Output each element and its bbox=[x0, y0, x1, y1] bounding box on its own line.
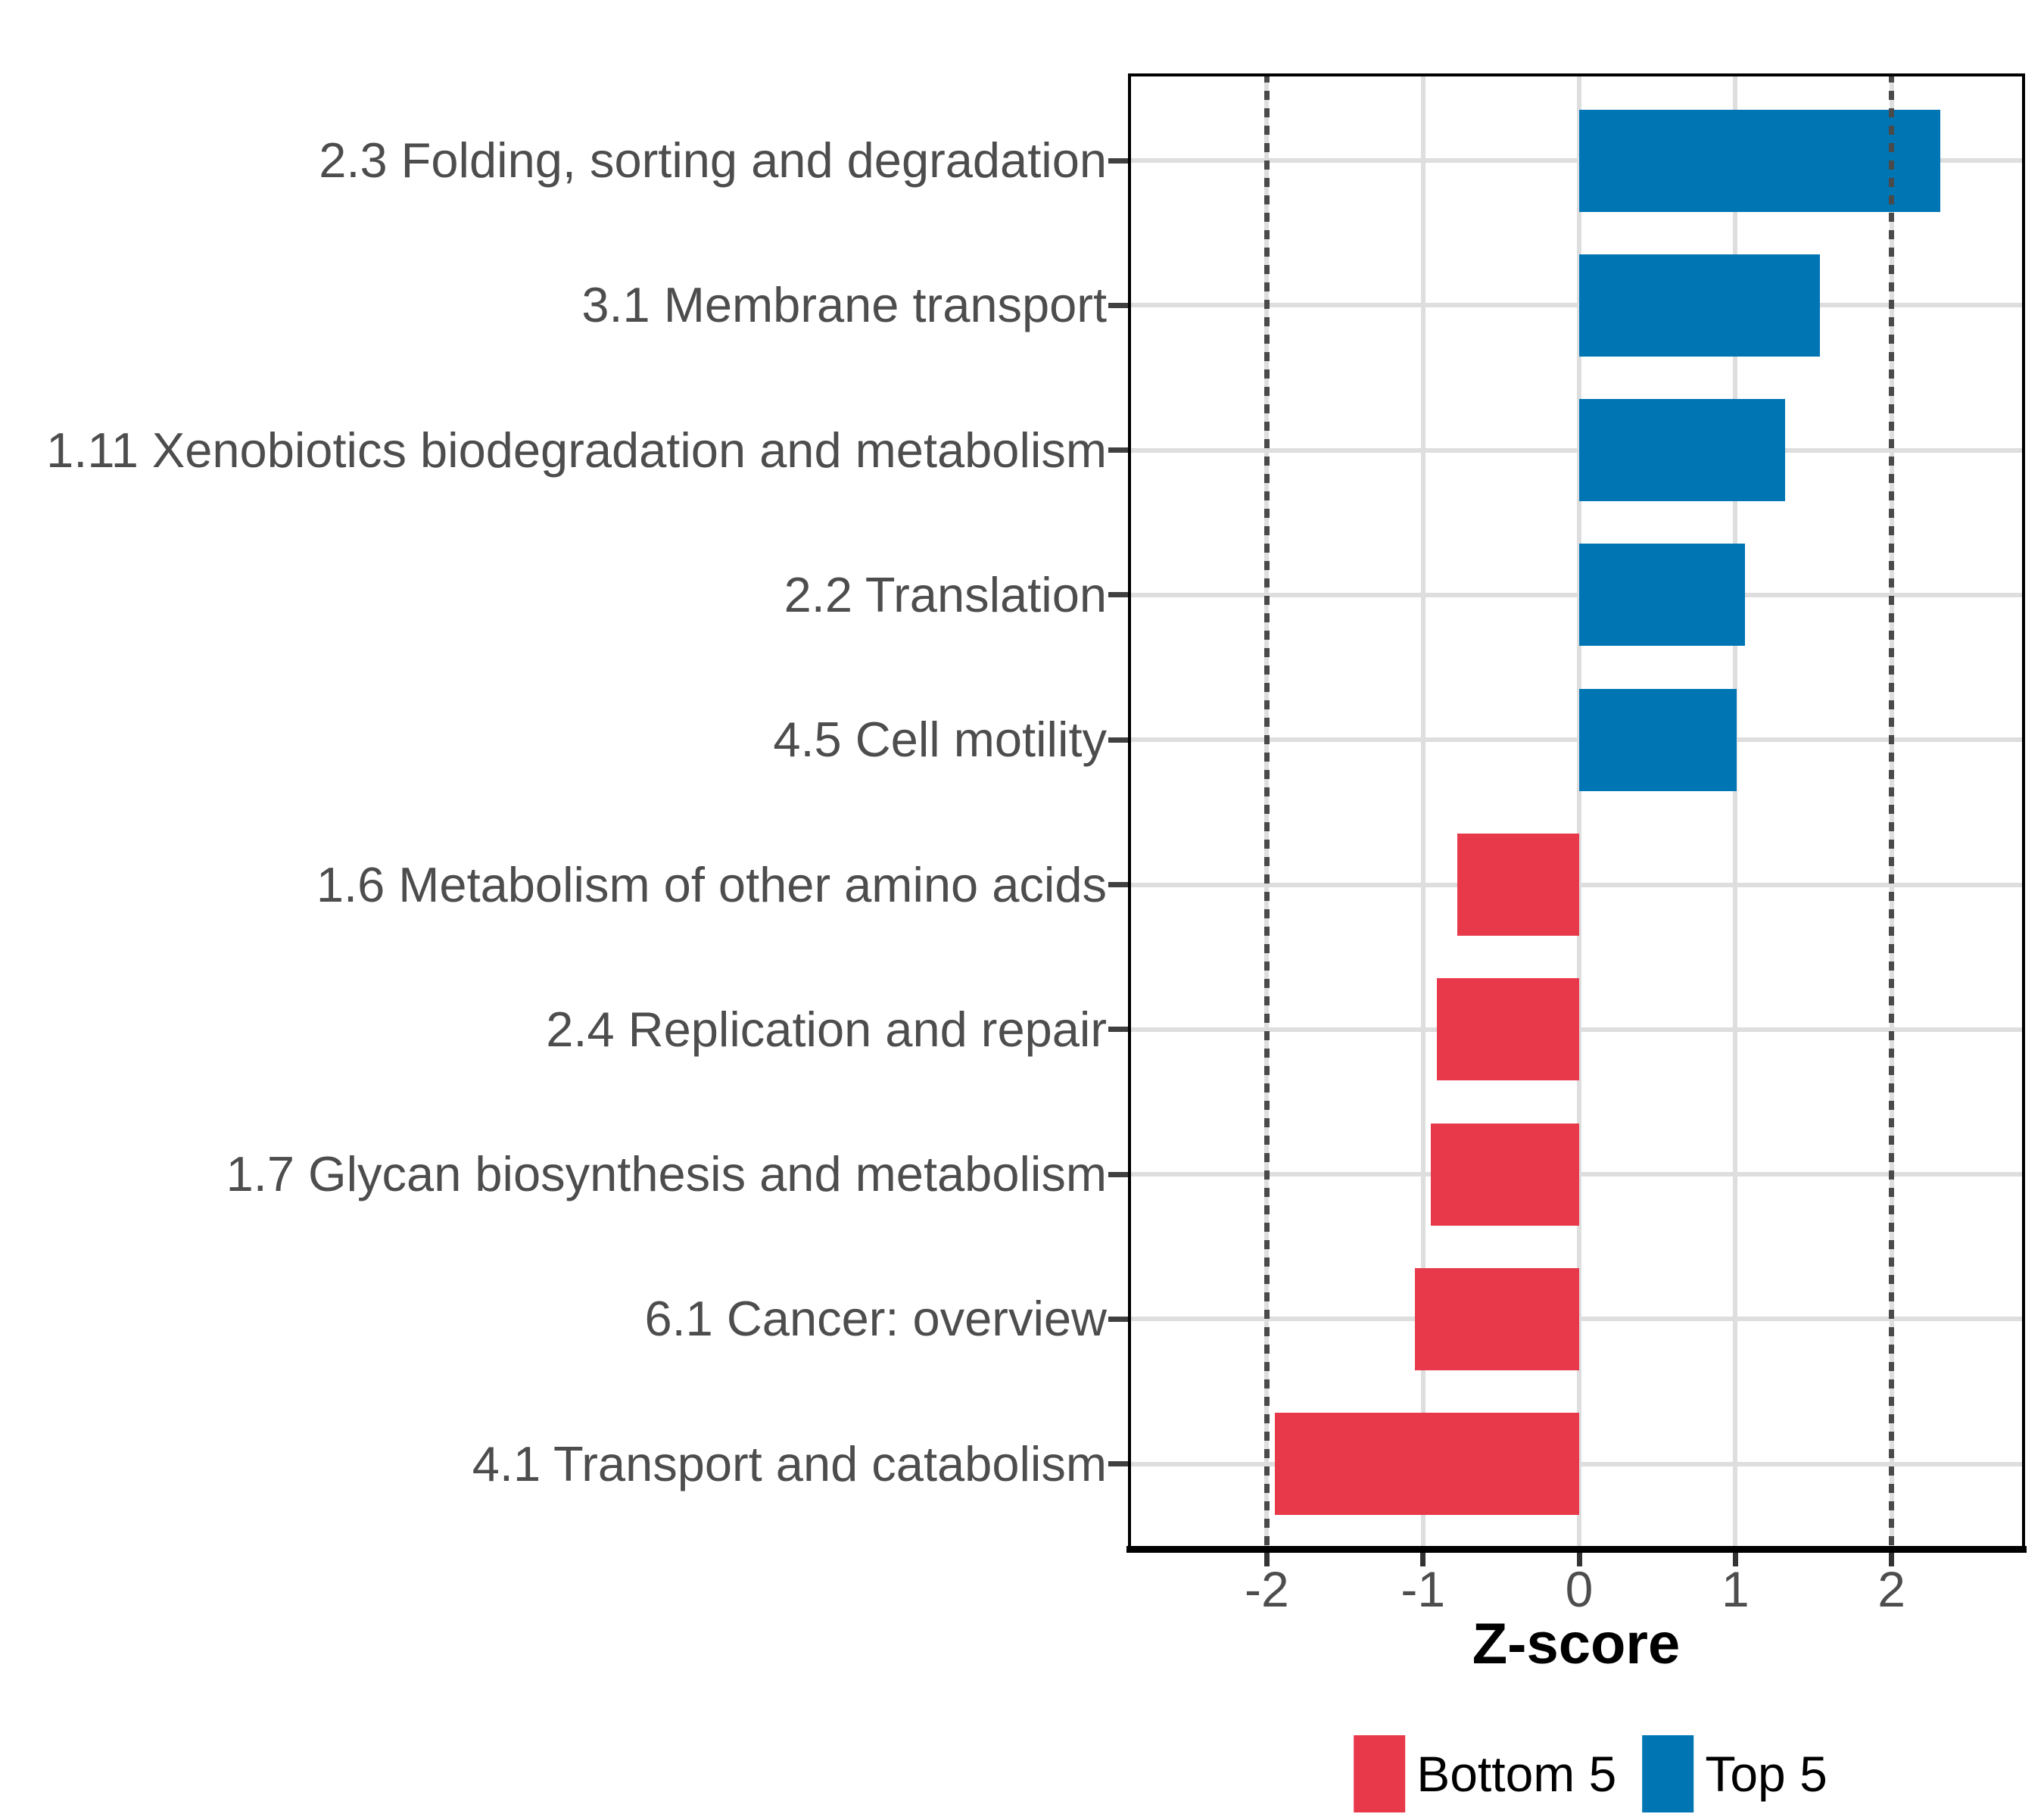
y-axis-label: 2.2 Translation bbox=[784, 566, 1107, 622]
x-axis-line bbox=[1126, 1546, 2027, 1553]
vertical-gridline bbox=[1420, 73, 1426, 1550]
bar bbox=[1457, 834, 1579, 936]
horizontal-gridline bbox=[1128, 737, 2025, 743]
horizontal-gridline bbox=[1128, 592, 2025, 597]
y-axis-tick bbox=[1108, 1171, 1128, 1177]
y-axis-label: 2.4 Replication and repair bbox=[546, 1001, 1107, 1057]
x-axis-tick bbox=[1732, 1553, 1738, 1566]
bar bbox=[1579, 688, 1737, 791]
vertical-gridline bbox=[1577, 73, 1581, 1550]
y-axis-tick bbox=[1108, 302, 1128, 308]
x-axis-tick bbox=[1889, 1553, 1895, 1566]
x-axis-tick bbox=[1576, 1553, 1582, 1566]
legend-swatch-bottom5 bbox=[1354, 1735, 1406, 1812]
bar bbox=[1415, 1267, 1579, 1370]
x-axis-tick-label: 1 bbox=[1721, 1561, 1750, 1617]
y-axis-label: 3.1 Membrane transport bbox=[581, 277, 1107, 333]
legend-item-top5: Top 5 bbox=[1642, 1735, 1827, 1812]
y-axis-label: 1.7 Glycan biosynthesis and metabolism bbox=[226, 1145, 1107, 1201]
x-axis-tick-label: -1 bbox=[1401, 1561, 1446, 1617]
y-axis-tick bbox=[1108, 1316, 1128, 1322]
y-axis-tick bbox=[1108, 447, 1128, 453]
y-axis-tick bbox=[1108, 592, 1128, 598]
bar bbox=[1579, 399, 1786, 502]
reference-line-dotted bbox=[1263, 73, 1270, 1550]
y-axis-label: 4.5 Cell motility bbox=[773, 712, 1107, 768]
y-axis-tick bbox=[1108, 1027, 1128, 1033]
y-axis-tick bbox=[1108, 737, 1128, 743]
x-axis-tick bbox=[1263, 1553, 1270, 1566]
plot-panel bbox=[1128, 73, 2025, 1550]
legend: Bottom 5 Top 5 bbox=[1354, 1735, 1827, 1812]
bar bbox=[1579, 254, 1820, 357]
bar bbox=[1579, 544, 1745, 647]
x-axis-title: Z-score bbox=[1472, 1612, 1681, 1676]
legend-label-top5: Top 5 bbox=[1705, 1746, 1827, 1802]
legend-item-bottom5: Bottom 5 bbox=[1354, 1735, 1616, 1812]
reference-line-dotted bbox=[1889, 73, 1895, 1550]
y-axis-label: 2.3 Folding, sorting and degradation bbox=[319, 132, 1107, 188]
horizontal-gridline bbox=[1128, 447, 2025, 453]
legend-swatch-top5 bbox=[1642, 1735, 1694, 1812]
y-axis-label: 1.6 Metabolism of other amino acids bbox=[316, 856, 1107, 912]
bar bbox=[1437, 978, 1579, 1081]
vertical-gridline bbox=[1733, 73, 1738, 1550]
x-axis-tick bbox=[1420, 1553, 1426, 1566]
y-axis-tick bbox=[1108, 1461, 1128, 1467]
horizontal-gridline bbox=[1128, 158, 2025, 163]
x-axis-tick-label: 0 bbox=[1565, 1561, 1594, 1617]
x-axis-tick-label: 2 bbox=[1877, 1561, 1905, 1617]
y-axis-label: 6.1 Cancer: overview bbox=[644, 1291, 1107, 1347]
bar bbox=[1274, 1413, 1579, 1516]
bar bbox=[1431, 1123, 1579, 1226]
y-axis-label: 1.11 Xenobiotics biodegradation and meta… bbox=[46, 422, 1107, 478]
y-axis-tick bbox=[1108, 882, 1128, 887]
horizontal-gridline bbox=[1128, 303, 2025, 308]
y-axis-tick bbox=[1108, 157, 1128, 164]
bar bbox=[1579, 109, 1940, 212]
x-axis-tick-label: -2 bbox=[1245, 1561, 1289, 1617]
y-axis-label: 4.1 Transport and catabolism bbox=[472, 1435, 1107, 1491]
legend-label-bottom5: Bottom 5 bbox=[1416, 1746, 1617, 1802]
